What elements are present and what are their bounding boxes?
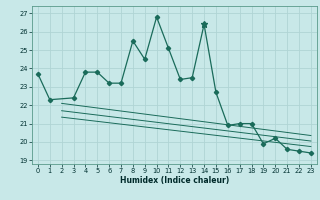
X-axis label: Humidex (Indice chaleur): Humidex (Indice chaleur) (120, 176, 229, 185)
